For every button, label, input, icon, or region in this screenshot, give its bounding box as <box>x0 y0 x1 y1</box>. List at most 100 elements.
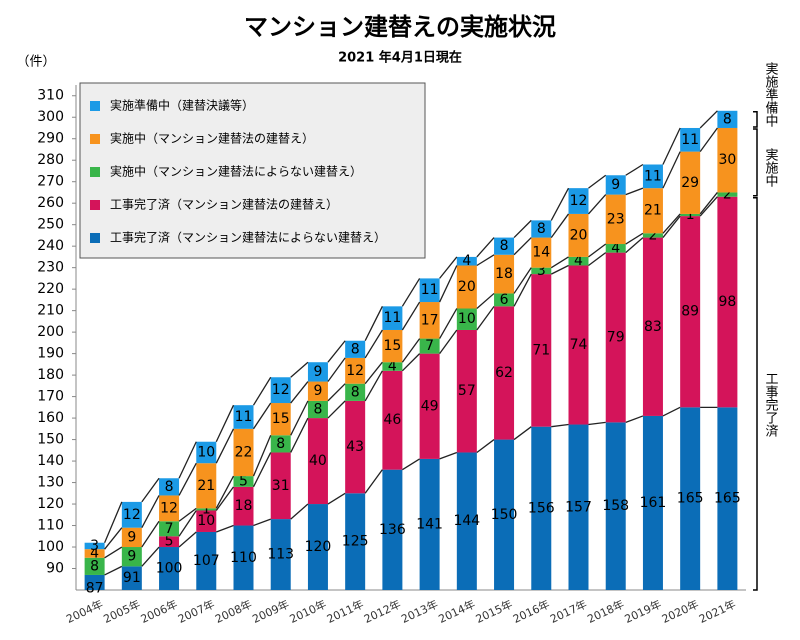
data-label: 165 <box>714 491 741 507</box>
connector <box>513 219 532 239</box>
x-tick-label: 2021年 <box>697 597 738 626</box>
data-label: 46 <box>383 412 401 428</box>
connector <box>402 458 420 471</box>
connector <box>252 376 272 406</box>
bar-segment <box>159 495 180 522</box>
data-label: 83 <box>644 319 662 335</box>
connector <box>290 361 309 378</box>
bar-segment <box>717 196 738 408</box>
connector <box>364 306 383 342</box>
connector <box>252 435 272 477</box>
bar-segment <box>307 418 328 505</box>
bar-segment <box>494 254 515 294</box>
bar-segment <box>494 306 515 440</box>
connector <box>662 406 681 417</box>
x-tick-label: 2016年 <box>511 597 552 626</box>
data-label: 5 <box>165 534 174 550</box>
connector <box>327 340 346 363</box>
bar-segment <box>456 452 477 590</box>
data-label: 1 <box>686 207 695 223</box>
y-tick-label: 280 <box>37 152 64 168</box>
bar-segment <box>233 476 254 487</box>
data-label: 4 <box>574 253 583 269</box>
data-label: 21 <box>644 203 662 219</box>
y-tick-label: 240 <box>37 238 64 254</box>
x-tick-label: 2008年 <box>213 597 254 626</box>
x-tick-label: 2013年 <box>399 597 440 626</box>
bar-segment <box>84 542 105 550</box>
x-tick-label: 2014年 <box>436 597 477 626</box>
data-label: 161 <box>640 495 667 511</box>
connector <box>662 213 681 234</box>
bar-segment <box>307 362 328 382</box>
bar-segment <box>121 527 142 548</box>
data-label: 1 <box>202 501 211 517</box>
data-label: 10 <box>197 513 215 529</box>
connector <box>290 400 309 436</box>
bar-segment <box>568 188 589 214</box>
data-label: 12 <box>346 363 364 379</box>
y-tick-label: 140 <box>37 453 64 469</box>
legend-label: 実施中（マンション建替法の建替え） <box>110 131 314 146</box>
bar-segment <box>419 458 440 590</box>
legend-label: 工事完了済（マンション建替法によらない建替え） <box>110 230 386 245</box>
connector <box>141 495 160 528</box>
x-tick-label: 2020年 <box>659 597 700 626</box>
data-label: 120 <box>305 539 332 555</box>
bar-segment <box>605 194 626 245</box>
connector <box>439 256 458 279</box>
data-label: 7 <box>425 338 434 354</box>
connector <box>625 163 644 176</box>
bar-segment <box>456 256 477 266</box>
data-label: 4 <box>388 359 397 375</box>
data-label: 8 <box>351 384 360 400</box>
data-label: 4 <box>90 545 99 561</box>
bar-segment <box>159 521 180 537</box>
connector <box>327 400 346 419</box>
bar-segment <box>84 557 105 575</box>
data-label: 9 <box>313 383 322 399</box>
legend-swatch <box>90 167 100 177</box>
data-label: 100 <box>156 561 183 577</box>
connector <box>327 357 346 382</box>
y-tick-label: 110 <box>37 518 64 534</box>
data-label: 89 <box>681 304 699 320</box>
connector <box>364 469 383 494</box>
legend-box <box>79 82 426 259</box>
data-label: 9 <box>611 177 620 193</box>
connector <box>104 546 123 559</box>
connector <box>588 252 607 267</box>
data-label: 22 <box>235 444 253 460</box>
bar-segment <box>642 164 663 189</box>
bar-segment <box>642 188 663 234</box>
connector <box>178 510 197 537</box>
data-label: 2 <box>648 227 657 243</box>
bar-segment <box>568 256 589 266</box>
y-unit: （件） <box>16 55 55 70</box>
connector <box>588 174 607 189</box>
bracket <box>753 128 758 197</box>
data-label: 11 <box>421 282 439 298</box>
bar-segment <box>345 340 366 358</box>
bar-segment <box>233 405 254 429</box>
chart-subtitle: 2021 年4月1日現在 <box>338 50 462 66</box>
connector <box>662 151 681 189</box>
connector <box>290 417 309 453</box>
y-tick-label: 160 <box>37 410 64 426</box>
y-tick-label: 250 <box>37 217 64 233</box>
data-label: 62 <box>495 365 513 381</box>
bar-segment <box>456 308 477 330</box>
bar-segment <box>233 525 254 590</box>
data-label: 3 <box>90 538 99 554</box>
bar-segment <box>233 428 254 477</box>
bar-segment <box>717 110 738 128</box>
bar-segment <box>605 252 626 423</box>
data-label: 11 <box>644 168 662 184</box>
bar-segment <box>382 329 403 363</box>
connector <box>476 439 495 453</box>
x-tick-label: 2010年 <box>287 597 328 626</box>
bar-segment <box>717 407 738 590</box>
connector <box>476 237 495 258</box>
bar-segment <box>419 278 440 303</box>
y-tick-label: 100 <box>37 539 64 555</box>
